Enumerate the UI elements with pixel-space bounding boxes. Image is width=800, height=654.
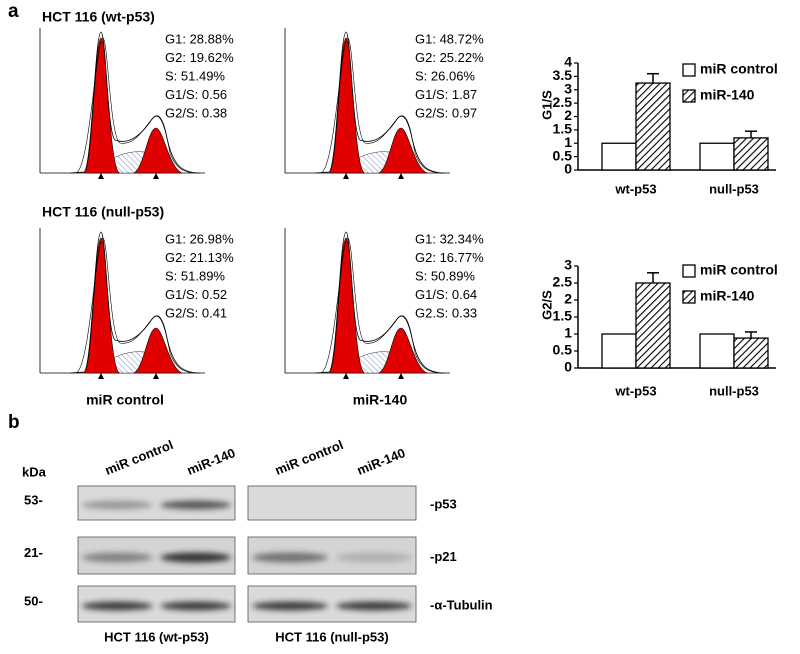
- y-tick-label: 2: [564, 291, 572, 307]
- cell-cycle-stat: G1/S: 0.64: [415, 287, 477, 302]
- y-tick-label: 1.5: [553, 121, 573, 137]
- cell-cycle-stat: G1: 28.88%: [165, 31, 234, 46]
- protein-band: [160, 601, 232, 611]
- legend-swatch: [682, 264, 696, 278]
- protein-label: -p21: [430, 549, 457, 564]
- cell-cycle-stat: G2/S: 0.97: [415, 105, 477, 120]
- bar: [601, 142, 637, 171]
- lane-label: miR-140: [355, 445, 408, 478]
- protein-band: [252, 552, 328, 563]
- cell-cycle-stat: G1/S: 1.87: [415, 87, 477, 102]
- row-title: HCT 116 (null-p53): [42, 204, 164, 220]
- protein-band: [252, 601, 328, 611]
- bar: [699, 333, 735, 369]
- protein-band: [81, 500, 153, 510]
- y-axis-label: G1/S: [539, 90, 554, 120]
- bar: [733, 337, 769, 369]
- cell-cycle-stat: G1: 32.34%: [415, 231, 484, 246]
- legend-swatch: [682, 290, 696, 304]
- lane-label: miR control: [103, 437, 176, 478]
- protein-band: [81, 552, 153, 563]
- cell-cycle-stat: G2: 16.77%: [415, 250, 484, 265]
- legend-label: miR control: [700, 61, 778, 77]
- y-tick-label: 0: [564, 161, 572, 177]
- y-tick-label: 2.5: [553, 274, 573, 290]
- unit-label: kDa: [22, 464, 47, 479]
- column-label: miR-140: [353, 392, 408, 408]
- protein-band: [160, 552, 232, 563]
- blot-strip: [247, 485, 417, 521]
- cell-cycle-stat: S: 50.89%: [415, 268, 475, 283]
- y-tick-label: 4: [564, 54, 572, 70]
- bar: [699, 142, 735, 171]
- lane-label: miR control: [273, 437, 346, 478]
- y-tick-label: 2.5: [553, 94, 573, 110]
- cell-cycle-stat: G1: 26.98%: [165, 231, 234, 246]
- cell-cycle-stat: G1/S: 0.56: [165, 87, 227, 102]
- bar: [635, 82, 671, 171]
- y-tick-label: 3.5: [553, 67, 573, 83]
- bar: [733, 137, 769, 171]
- cell-cycle-stat: G2: 25.22%: [415, 50, 484, 65]
- y-tick-label: 1: [564, 325, 572, 341]
- protein-band: [81, 601, 153, 611]
- y-tick-label: 0: [564, 359, 572, 375]
- y-tick-label: 3: [564, 80, 572, 96]
- group-label: HCT 116 (wt-p53): [104, 629, 209, 644]
- legend-swatch: [682, 63, 696, 77]
- cell-cycle-stat: G2/S: 0.41: [165, 305, 227, 320]
- cell-cycle-stat: G2.S: 0.33: [415, 305, 477, 320]
- cell-cycle-stat: G1/S: 0.52: [165, 287, 227, 302]
- legend-label: miR-140: [700, 288, 755, 304]
- mw-marker: 50-: [24, 593, 43, 608]
- y-tick-label: 0.5: [553, 147, 573, 163]
- x-tick-label: wt-p53: [614, 181, 656, 196]
- legend-label: miR-140: [700, 87, 755, 103]
- cell-cycle-stat: S: 51.89%: [165, 268, 225, 283]
- lane-label: miR-140: [185, 445, 238, 478]
- bar: [635, 282, 671, 369]
- cell-cycle-stat: G2: 21.13%: [165, 250, 234, 265]
- mw-marker: 53-: [24, 492, 43, 507]
- cell-cycle-stat: G1: 48.72%: [415, 31, 484, 46]
- y-axis-label: G2/S: [539, 290, 554, 320]
- x-tick-label: null-p53: [709, 383, 759, 398]
- row-title: HCT 116 (wt-p53): [42, 9, 155, 25]
- y-tick-label: 1: [564, 134, 572, 150]
- x-tick-label: null-p53: [709, 181, 759, 196]
- mw-marker: 21-: [24, 545, 43, 560]
- cell-cycle-stat: S: 51.49%: [165, 68, 225, 83]
- y-tick-label: 0.5: [553, 342, 573, 358]
- x-tick-label: wt-p53: [614, 383, 656, 398]
- cell-cycle-stat: S: 26.06%: [415, 68, 475, 83]
- cell-cycle-stat: G2: 19.62%: [165, 50, 234, 65]
- protein-band: [336, 601, 412, 611]
- group-label: HCT 116 (null-p53): [275, 629, 388, 644]
- legend-label: miR control: [700, 262, 778, 278]
- protein-label: -p53: [430, 496, 457, 511]
- protein-band: [160, 500, 232, 510]
- panel-label: a: [8, 1, 19, 22]
- protein-band: [336, 552, 412, 563]
- y-tick-label: 1.5: [553, 308, 573, 324]
- column-label: miR control: [86, 392, 164, 408]
- panel-label: b: [8, 412, 20, 433]
- y-tick-label: 2: [564, 107, 572, 123]
- legend-swatch: [682, 89, 696, 103]
- protein-label: -α-Tubulin: [430, 597, 493, 612]
- y-tick-label: 3: [564, 257, 572, 273]
- cell-cycle-stat: G2/S: 0.38: [165, 105, 227, 120]
- bar: [601, 333, 637, 369]
